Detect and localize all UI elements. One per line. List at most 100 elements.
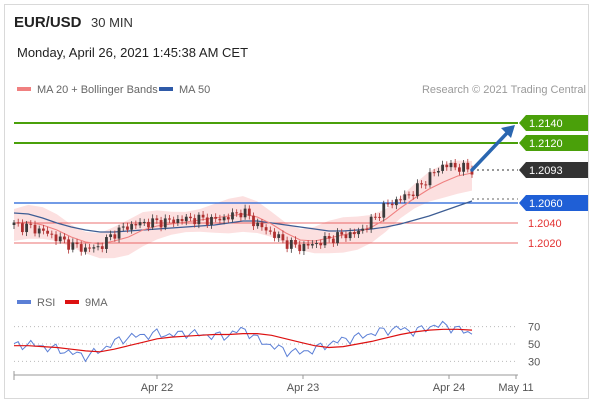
candle-body [302,243,306,252]
legend-item-bollinger: MA 20 + Bollinger Bands [17,84,158,96]
candle-body [126,226,129,230]
rsi-tick-70: 70 [528,322,540,334]
forecast-arrow-head [501,125,515,138]
candle-body [298,244,302,252]
level-tag-1.2040: 1.2040 [528,218,562,230]
candle-body [109,234,113,238]
bollinger-swatch [17,87,31,92]
candle-body [58,236,62,242]
candle-body [54,234,58,242]
timestamp: Monday, April 26, 2021 1:45:38 AM CET [17,45,249,60]
level-tag-1.2140: 1.2140 [529,118,563,130]
candle-body [390,203,394,206]
candle-body [155,218,159,221]
candle-body [294,239,297,245]
candle-body [92,247,96,249]
candle-body [420,183,423,185]
candle-body [256,222,260,227]
candle-body [42,228,45,231]
candle-body [281,234,285,241]
bollinger-band-area [14,160,472,259]
candle-body [180,219,184,222]
candle-body [466,162,470,170]
candle-body [210,216,213,225]
x-tick-label: Apr 23 [287,382,319,394]
candle-body [415,183,419,197]
level-tag-1.2060: 1.2060 [529,198,563,210]
candle-body [457,167,461,172]
candle-body [96,246,100,248]
candle-body [168,218,171,220]
candle-body [310,244,314,246]
legend-label-rsi: RSI [37,297,56,309]
candle-body [50,233,54,235]
candle-body [432,172,436,174]
candle-body [142,221,146,223]
rsi-swatch [17,300,31,305]
candle-body [315,243,318,245]
candle-body [252,215,255,227]
candle-body [235,212,239,214]
candle-body [79,244,83,252]
candle-body [277,234,281,238]
x-tick-label: May 11 [498,382,533,394]
candle-body [46,230,50,234]
candle-body [441,164,444,171]
candle-body [33,224,37,234]
candle-body [445,164,449,168]
candle-body [189,216,192,219]
candle-body [218,218,222,221]
candle-body [201,214,205,218]
candle-body [12,222,16,225]
timeframe-label[interactable]: 30 MIN [91,15,133,30]
candle-body [163,218,167,228]
candle-body [222,217,226,221]
candle-body [361,228,365,231]
candle-body [176,219,180,224]
candlesticks [12,158,474,256]
candle-body [138,222,142,226]
rsi-tick-50: 50 [528,339,540,351]
credit-text: Research © 2021 Trading Central [421,84,586,96]
legend-item-9ma: 9MA [65,297,108,309]
level-tag-bg-1.2120 [519,135,588,151]
rsi-tick-30: 30 [528,356,540,368]
candle-body [117,227,121,239]
candle-body [121,226,125,228]
candle-body [247,208,251,216]
legend-label-9ma: 9MA [85,297,108,309]
candle-body [63,236,66,240]
ma50-line [13,200,473,233]
x-tick-label: Apr 24 [433,382,465,394]
x-tick-label: Apr 22 [141,382,173,394]
candle-body [323,236,327,246]
candle-body [231,212,234,220]
level-tag-1.2020: 1.2020 [528,238,562,250]
candle-body [113,234,117,239]
candle-body [214,216,218,219]
legend-item-rsi: RSI [17,297,55,309]
candle-body [386,203,390,205]
candle-body [100,246,104,249]
level-tag-1.2093: 1.2093 [529,165,563,177]
candle-body [344,234,348,239]
candle-body [172,219,176,224]
legend-item-ma50: MA 50 [159,84,210,96]
candle-body [285,240,289,249]
candle-body [67,239,71,250]
candle-body [21,223,24,233]
candle-body [130,224,134,230]
candle-body [462,162,465,172]
candle-body [382,203,386,218]
candle-body [184,216,188,222]
level-tag-bg-1.2140 [519,115,588,131]
level-tag-1.2120: 1.2120 [529,138,563,150]
candle-body [340,232,344,235]
candle-body [147,221,150,228]
candle-body [105,237,108,249]
level-tag-bg-1.2093 [519,162,588,178]
candle-body [348,232,352,239]
chart-frame [4,4,589,399]
ma50-swatch [159,87,173,92]
